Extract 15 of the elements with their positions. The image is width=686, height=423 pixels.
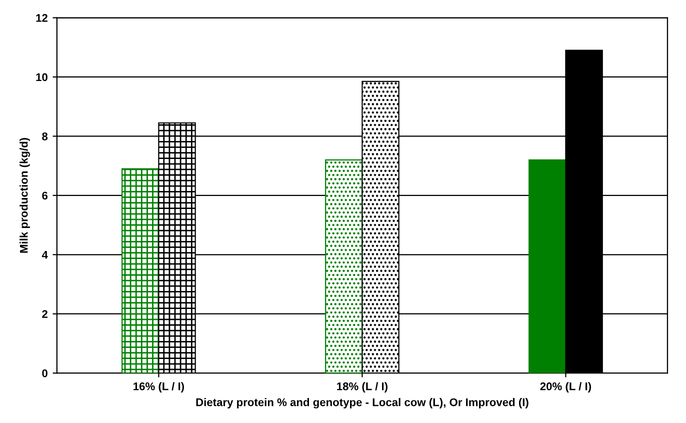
y-axis-title: Milk production (kg/d) <box>20 138 30 253</box>
x-axis-title: Dietary protein % and genotype - Local cow (L), Or Improved (I) <box>196 398 528 408</box>
x-tick-label: 16% (L / I) <box>134 382 184 392</box>
y-tick-label: 6 <box>42 192 48 200</box>
bar <box>325 159 363 374</box>
x-tick-label: 20% (L / I) <box>540 382 592 392</box>
y-tick-label: 4 <box>42 251 48 259</box>
y-tick-label: 0 <box>42 369 48 378</box>
y-tick-label: 2 <box>42 310 48 318</box>
x-tick-label: 18% (L / I) <box>337 382 388 392</box>
bar <box>122 168 160 374</box>
y-tick-label: 8 <box>42 132 48 140</box>
bar <box>528 159 566 374</box>
y-tick-label: 12 <box>36 14 48 22</box>
y-tick-label: 10 <box>36 73 48 82</box>
